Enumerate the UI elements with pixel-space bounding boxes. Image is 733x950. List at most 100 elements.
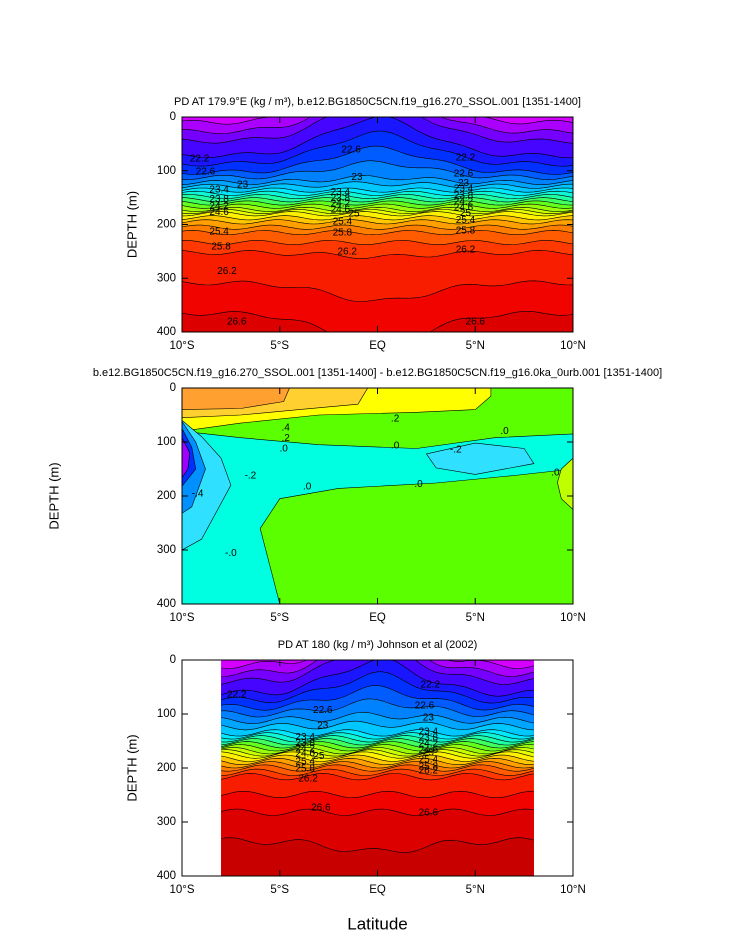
contour-label: .4 [281,423,290,434]
y-tick-label: 400 [157,598,176,610]
contour-line [221,744,534,752]
contour-line [182,174,573,186]
contour-label: 23.4 [419,726,439,737]
y-tick-label: 100 [157,436,176,448]
contour-line [182,190,573,196]
y-tick-label: 100 [157,708,176,720]
contour-label: 24.2 [295,744,315,755]
contour-label: 23.8 [209,194,229,205]
contour-label: 24.6 [295,749,315,760]
contour-label: 22.2 [456,152,476,163]
contour-line [221,751,534,759]
contour-label: 23 [351,172,363,183]
contour-label: 23 [458,178,470,189]
y-tick-label: 100 [157,165,176,177]
contour-label: 25.8 [456,226,476,237]
contour-label: 22.6 [415,701,435,712]
x-tick-label: 10°N [560,340,586,352]
y-tick-label: 200 [157,219,176,231]
contour-line [182,209,573,215]
contour-label: 22.2 [227,690,247,701]
y-axis-label: DEPTH (m) [124,734,139,801]
contour-label: 23.4 [331,187,351,198]
contour-line [182,181,573,189]
contour-line [221,768,534,776]
contour-line [221,754,534,762]
y-tick-label: 300 [157,544,176,556]
contour-line [182,160,573,180]
contour-label: 24.2 [454,197,474,208]
contour-line [221,660,534,685]
x-tick-label: EQ [369,612,386,624]
contour-label: 24.2 [331,199,351,210]
contour-label: 22.6 [454,169,474,180]
contour-label: .0 [391,440,400,451]
contour-label: 24.2 [209,201,229,212]
contour-label: 24.6 [454,202,474,213]
contour-line [221,749,534,757]
contour-label: 25.8 [333,228,353,239]
chart-title: PD AT 180 (kg / m³) Johnson et al (2002) [278,639,478,651]
contour-line [182,280,573,302]
contour-line [221,764,534,772]
contour-label: 25 [348,208,360,219]
contour-line [221,837,534,853]
contour-label: 22.6 [196,166,216,177]
contour-label: -.2 [245,471,257,482]
contour-label: 23.4 [209,185,229,196]
contour-label: 26.6 [419,807,439,818]
contour-line [182,215,573,221]
contour-line [221,660,534,669]
contour-label: 25.4 [295,757,315,768]
contour-line [182,249,573,259]
x-tick-label: 5°N [466,340,485,352]
contour-label: 24.6 [209,207,229,218]
contour-line [221,747,534,755]
contour-label: 26.6 [311,803,331,814]
contour-line [182,117,573,135]
contour-label: 25 [313,751,325,762]
contour-label: 26.2 [298,773,318,784]
contour-label: .2 [391,413,400,424]
contour-line [221,732,534,740]
contour-line [182,240,573,246]
x-tick-label: 10°S [169,884,194,896]
x-tick-label: EQ [369,884,386,896]
contour-line [221,671,534,704]
contour-label: .0 [414,479,423,490]
contour-line [182,130,573,167]
contour-line [221,773,534,781]
contour-label: 23.4 [295,732,315,743]
plot-area [182,388,573,604]
contour-label: 26.6 [227,316,247,327]
contour-label: 25.8 [211,242,231,253]
contour-line [182,187,573,193]
contour-line [221,729,534,737]
contour-label: 23.8 [331,193,351,204]
contour-label: 26.2 [217,266,237,277]
contour-label: 25.8 [419,762,439,773]
contour-label: .0 [551,467,560,478]
plot-area [221,660,534,876]
contour-label: 22.2 [421,679,441,690]
x-tick-label: 10°N [560,612,586,624]
contour-line [221,735,534,743]
contour-line [221,711,534,724]
contour-label: 23 [423,712,435,723]
contour-label: 25 [460,208,472,219]
y-tick-label: 400 [157,326,176,338]
y-tick-label: 0 [170,654,176,666]
contour-line [182,145,573,175]
y-tick-label: 200 [157,490,176,502]
chart-title: b.e12.BG1850C5CN.f19_g16.270_SSOL.001 [1… [93,367,662,379]
contour-label: 26.2 [456,244,476,255]
contour-label: 26.2 [337,247,357,258]
contour-label: 24.6 [331,205,351,216]
contour-label: 23.8 [295,738,315,749]
x-axis-label: Latitude [347,914,408,933]
contour-line [221,757,534,766]
contour-line [182,117,573,159]
contour-region [557,457,573,510]
contour-label: 23 [317,721,329,732]
contour-label: 24.6 [419,745,439,756]
